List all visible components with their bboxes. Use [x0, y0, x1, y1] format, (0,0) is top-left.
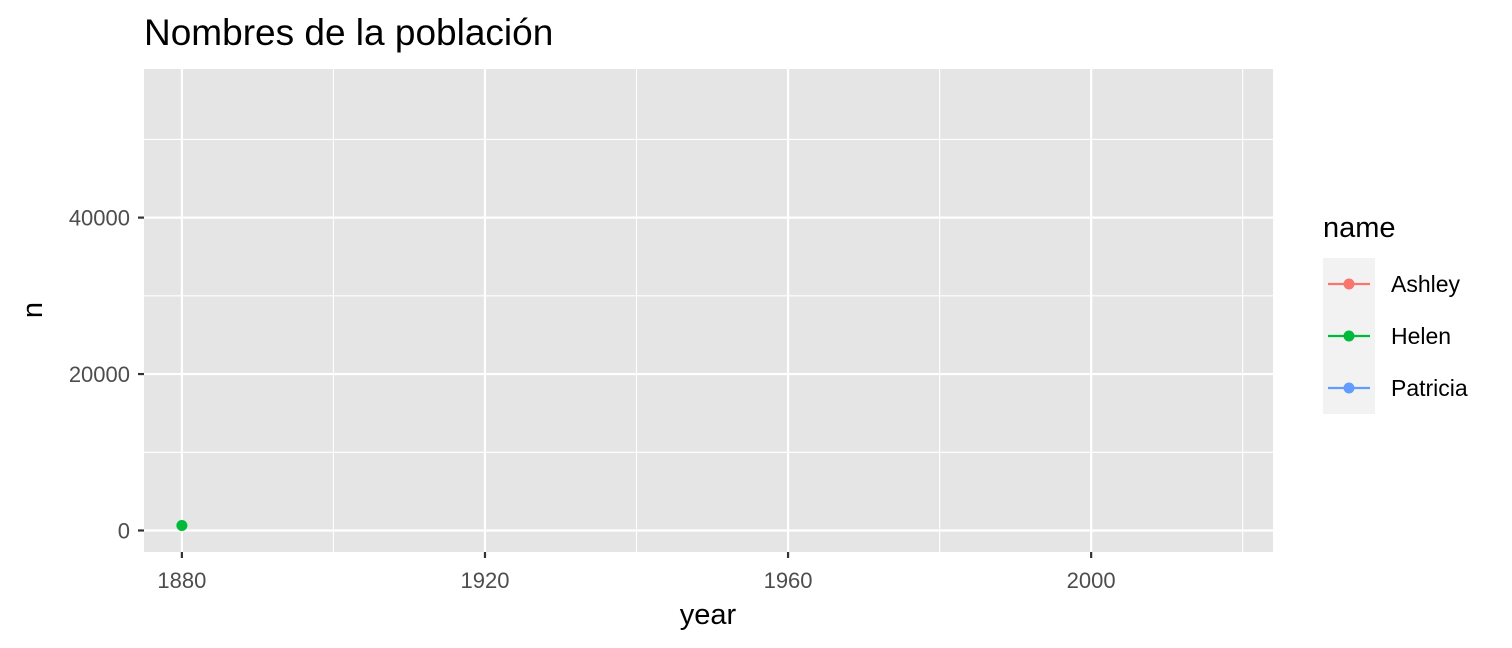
legend-key-point-helen [1343, 330, 1355, 342]
x-axis: 1880 1920 1960 2000 [157, 552, 1116, 593]
legend-title: name [1323, 212, 1396, 244]
y-tick-label: 20000 [69, 362, 130, 387]
x-axis-title: year [680, 599, 737, 631]
x-tick-label: 2000 [1067, 568, 1116, 593]
plot-panel [144, 69, 1273, 552]
legend-label-helen: Helen [1391, 323, 1451, 349]
data-point-helen [176, 520, 188, 532]
legend-label-ashley: Ashley [1391, 271, 1461, 297]
series-layer [176, 520, 188, 532]
y-tick-label: 40000 [69, 206, 130, 231]
x-tick-label: 1960 [764, 568, 813, 593]
legend-key-point-patricia [1343, 382, 1355, 394]
legend-label-patricia: Patricia [1391, 375, 1468, 401]
x-tick-label: 1920 [460, 568, 509, 593]
x-tick-label: 1880 [157, 568, 206, 593]
legend-key-point-ashley [1343, 278, 1355, 290]
major-gridlines [144, 69, 1273, 552]
y-axis: 0 20000 40000 [69, 206, 144, 543]
y-axis-title: n [17, 302, 49, 318]
y-tick-label: 0 [118, 518, 130, 543]
chart-title: Nombres de la población [144, 12, 553, 53]
minor-gridlines [144, 69, 1273, 552]
legend: name Ashley Helen Patricia [1323, 212, 1468, 414]
